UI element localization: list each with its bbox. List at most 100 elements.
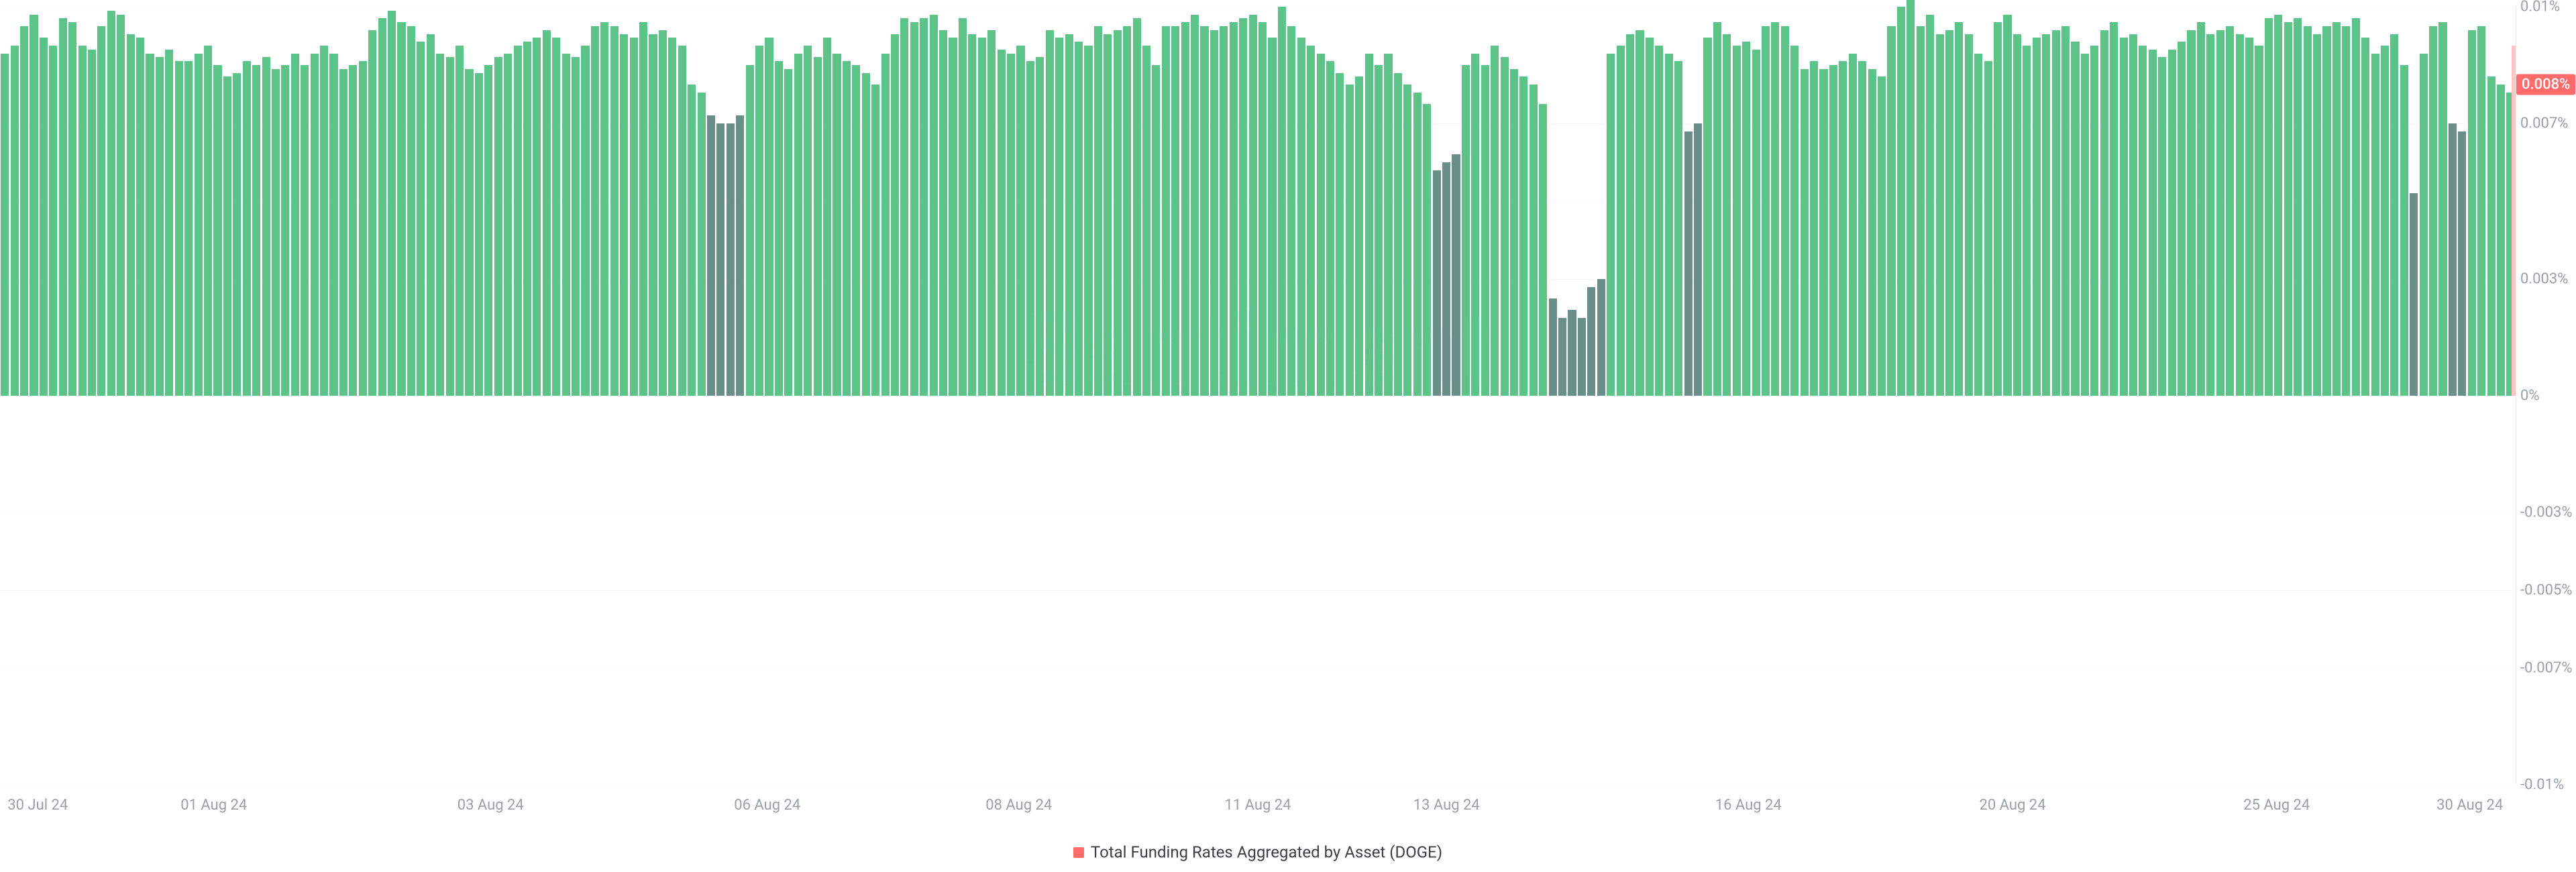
bar[interactable] bbox=[736, 115, 744, 396]
bar[interactable] bbox=[688, 85, 696, 396]
bar[interactable] bbox=[484, 65, 492, 396]
bar[interactable] bbox=[2245, 38, 2253, 396]
bar[interactable] bbox=[1752, 50, 1760, 396]
bar[interactable] bbox=[1481, 65, 1489, 396]
bar[interactable] bbox=[1819, 69, 1827, 396]
bar[interactable] bbox=[1191, 15, 1199, 396]
bar[interactable] bbox=[475, 73, 483, 396]
bar[interactable] bbox=[1945, 30, 1953, 396]
bar[interactable] bbox=[968, 34, 976, 396]
bar[interactable] bbox=[1346, 85, 1354, 396]
bar[interactable] bbox=[2294, 18, 2302, 396]
bar[interactable] bbox=[1394, 73, 1402, 396]
bar[interactable] bbox=[698, 93, 706, 396]
bar[interactable] bbox=[978, 38, 986, 396]
bar[interactable] bbox=[1403, 85, 1411, 396]
bar[interactable] bbox=[40, 38, 48, 396]
bar[interactable] bbox=[533, 38, 541, 396]
bar[interactable] bbox=[1452, 154, 1460, 396]
bar[interactable] bbox=[2071, 42, 2079, 396]
bar[interactable] bbox=[2361, 38, 2369, 396]
bar[interactable] bbox=[175, 61, 183, 396]
bar[interactable] bbox=[30, 15, 38, 396]
bar[interactable] bbox=[2449, 123, 2457, 396]
bar[interactable] bbox=[639, 22, 647, 396]
bar[interactable] bbox=[998, 50, 1006, 396]
bar[interactable] bbox=[1617, 46, 1625, 396]
bar[interactable] bbox=[1897, 7, 1905, 396]
bar[interactable] bbox=[1801, 69, 1809, 396]
bar[interactable] bbox=[1355, 76, 1363, 396]
bar[interactable] bbox=[2477, 26, 2485, 396]
bar[interactable] bbox=[59, 18, 67, 396]
bar[interactable] bbox=[1665, 54, 1673, 396]
bar[interactable] bbox=[1114, 30, 1122, 396]
bar[interactable] bbox=[852, 65, 860, 396]
bar[interactable] bbox=[97, 26, 105, 396]
bar[interactable] bbox=[1635, 30, 1644, 396]
bar[interactable] bbox=[2052, 30, 2060, 396]
bar[interactable] bbox=[1887, 26, 1895, 396]
bar[interactable] bbox=[1094, 26, 1102, 396]
bar[interactable] bbox=[1994, 22, 2002, 396]
bar[interactable] bbox=[1839, 61, 1847, 396]
bar[interactable] bbox=[833, 54, 841, 396]
bar[interactable] bbox=[794, 54, 802, 396]
bar[interactable] bbox=[2390, 34, 2398, 396]
bar[interactable] bbox=[2197, 22, 2205, 396]
bar[interactable] bbox=[959, 18, 967, 396]
bar[interactable] bbox=[920, 18, 928, 396]
bar[interactable] bbox=[707, 115, 715, 396]
bar[interactable] bbox=[446, 57, 454, 396]
bar[interactable] bbox=[262, 57, 270, 396]
bar[interactable] bbox=[1549, 298, 1557, 396]
bar[interactable] bbox=[572, 57, 580, 396]
bar[interactable] bbox=[204, 46, 212, 396]
bar[interactable] bbox=[388, 11, 396, 396]
bar[interactable] bbox=[2438, 22, 2447, 396]
bar[interactable] bbox=[2023, 46, 2031, 396]
bar[interactable] bbox=[2187, 30, 2195, 396]
bar[interactable] bbox=[716, 123, 724, 396]
bar[interactable] bbox=[117, 15, 125, 396]
bar[interactable] bbox=[2400, 65, 2408, 396]
bar[interactable] bbox=[1917, 26, 1925, 396]
bar[interactable] bbox=[649, 34, 657, 396]
bar[interactable] bbox=[397, 22, 405, 396]
bar[interactable] bbox=[2129, 34, 2137, 396]
bar[interactable] bbox=[195, 54, 203, 396]
bar[interactable] bbox=[2313, 34, 2321, 396]
bar[interactable] bbox=[1974, 54, 1982, 396]
bar[interactable] bbox=[1297, 38, 1305, 396]
bar[interactable] bbox=[1955, 22, 1963, 396]
bar[interactable] bbox=[1278, 7, 1286, 396]
bar[interactable] bbox=[1413, 93, 1421, 396]
bar[interactable] bbox=[281, 65, 289, 396]
bar[interactable] bbox=[939, 30, 947, 396]
bar[interactable] bbox=[2429, 26, 2437, 396]
bar[interactable] bbox=[1733, 46, 1741, 396]
bar[interactable] bbox=[2265, 18, 2273, 396]
bar[interactable] bbox=[1433, 170, 1441, 396]
bar[interactable] bbox=[465, 69, 473, 396]
bar[interactable] bbox=[127, 34, 135, 396]
bar[interactable] bbox=[891, 34, 899, 396]
bar[interactable] bbox=[1181, 22, 1189, 396]
bar[interactable] bbox=[746, 65, 754, 396]
bar[interactable] bbox=[1307, 46, 1315, 396]
bar[interactable] bbox=[910, 22, 918, 396]
bar[interactable] bbox=[349, 65, 357, 396]
bar[interactable] bbox=[2090, 46, 2098, 396]
bar[interactable] bbox=[1568, 310, 1576, 396]
bar[interactable] bbox=[1587, 287, 1595, 396]
bar[interactable] bbox=[1171, 26, 1179, 396]
bar[interactable] bbox=[1065, 34, 1073, 396]
bar[interactable] bbox=[1742, 42, 1750, 396]
bar[interactable] bbox=[775, 61, 783, 396]
bar[interactable] bbox=[1258, 22, 1267, 396]
bar[interactable] bbox=[804, 46, 812, 396]
bar[interactable] bbox=[1578, 318, 1586, 396]
bar[interactable] bbox=[2487, 76, 2496, 396]
bar[interactable] bbox=[136, 38, 144, 396]
bar[interactable] bbox=[2255, 46, 2263, 396]
